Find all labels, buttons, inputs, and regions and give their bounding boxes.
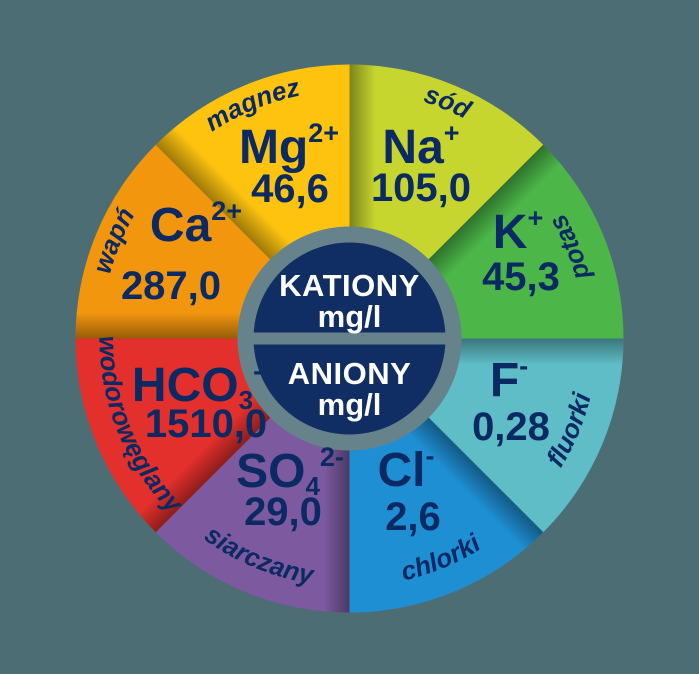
svg-text:KATIONY: KATIONY <box>279 268 420 303</box>
svg-text:29,0: 29,0 <box>244 490 322 534</box>
svg-text:46,6: 46,6 <box>251 167 329 211</box>
svg-text:mg/l: mg/l <box>318 387 382 422</box>
svg-text:ANIONY: ANIONY <box>288 356 412 391</box>
svg-text:mg/l: mg/l <box>318 299 382 334</box>
svg-text:0,28: 0,28 <box>472 405 550 449</box>
svg-text:2,6: 2,6 <box>385 495 441 539</box>
svg-text:287,0: 287,0 <box>121 264 221 308</box>
svg-text:45,3: 45,3 <box>482 255 560 299</box>
svg-text:1510,0: 1510,0 <box>145 402 267 446</box>
svg-text:105,0: 105,0 <box>371 166 471 210</box>
